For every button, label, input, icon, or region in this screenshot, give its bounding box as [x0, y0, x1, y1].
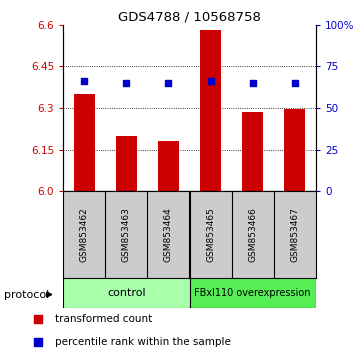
Text: protocol: protocol [4, 290, 49, 299]
Text: GSM853462: GSM853462 [80, 207, 89, 262]
Text: GSM853464: GSM853464 [164, 207, 173, 262]
Bar [158, 141, 179, 191]
Text: GSM853463: GSM853463 [122, 207, 131, 262]
Point [166, 80, 171, 86]
Text: FBxl110 overexpression: FBxl110 overexpression [195, 288, 311, 298]
Point [81, 79, 87, 84]
Bar [242, 112, 263, 191]
Bar [190, 278, 316, 308]
Point [250, 80, 256, 86]
Point [35, 340, 41, 346]
Bar [200, 30, 221, 191]
Text: control: control [107, 288, 145, 298]
Title: GDS4788 / 10568758: GDS4788 / 10568758 [118, 11, 261, 24]
Point [208, 79, 213, 84]
Bar [74, 94, 95, 191]
Point [123, 80, 129, 86]
Bar [116, 136, 137, 191]
Text: GSM853465: GSM853465 [206, 207, 215, 262]
Text: GSM853467: GSM853467 [290, 207, 299, 262]
Text: GSM853466: GSM853466 [248, 207, 257, 262]
Text: percentile rank within the sample: percentile rank within the sample [55, 337, 230, 348]
Text: transformed count: transformed count [55, 314, 152, 325]
Bar [63, 278, 190, 308]
Bar [284, 109, 305, 191]
Point [292, 80, 298, 86]
Point [35, 316, 41, 322]
